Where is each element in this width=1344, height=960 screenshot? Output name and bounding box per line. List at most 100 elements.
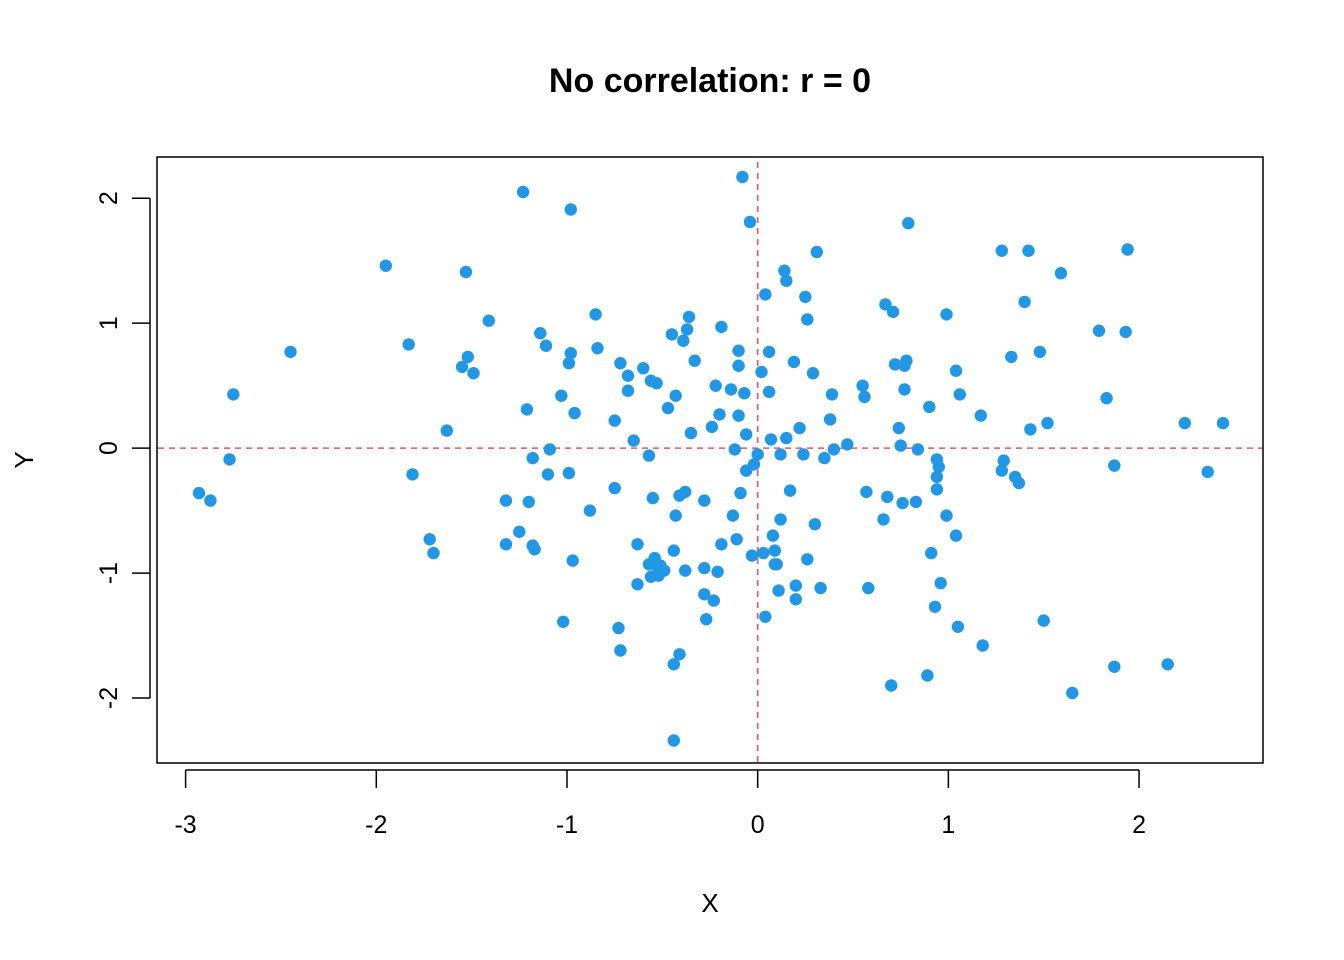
data-point xyxy=(589,308,602,321)
data-point xyxy=(467,367,480,380)
data-point xyxy=(680,323,694,336)
data-point xyxy=(949,364,963,377)
data-point xyxy=(1066,686,1079,700)
data-point xyxy=(757,546,770,560)
y-axis: -2 -1 0 1 2 xyxy=(95,191,151,709)
data-point xyxy=(583,504,597,517)
data-point xyxy=(682,310,696,324)
data-point xyxy=(539,339,553,352)
data-point xyxy=(555,389,568,402)
data-point xyxy=(1022,244,1035,257)
data-point xyxy=(1054,267,1068,280)
data-point xyxy=(627,434,640,447)
data-point xyxy=(1201,465,1214,479)
data-point xyxy=(1216,416,1230,430)
data-point xyxy=(997,454,1010,467)
data-point xyxy=(423,533,436,546)
x-tick-label: -2 xyxy=(365,811,387,839)
data-point xyxy=(1005,350,1018,364)
y-tick-label: -1 xyxy=(95,562,123,584)
data-point xyxy=(204,494,217,507)
data-point xyxy=(825,388,839,401)
data-point xyxy=(745,549,759,562)
data-point xyxy=(770,558,783,571)
data-point xyxy=(631,578,644,591)
data-points xyxy=(192,170,1230,747)
data-point xyxy=(612,621,625,635)
x-tick-label: 2 xyxy=(1132,811,1146,839)
data-point xyxy=(1018,295,1031,309)
data-point xyxy=(522,495,535,509)
data-point xyxy=(557,615,570,628)
data-point xyxy=(698,561,711,575)
data-point xyxy=(976,639,989,652)
data-point xyxy=(951,620,965,633)
data-point xyxy=(810,245,823,259)
data-point xyxy=(888,358,902,371)
data-point xyxy=(526,451,539,465)
data-point xyxy=(787,355,801,369)
data-point xyxy=(667,544,680,557)
data-point xyxy=(930,470,944,484)
x-tick-label: 0 xyxy=(751,811,765,839)
data-point xyxy=(911,443,925,456)
data-point xyxy=(713,408,726,421)
x-tick-label: -3 xyxy=(174,811,196,839)
data-point xyxy=(747,458,761,471)
y-tick-label: 1 xyxy=(95,316,123,330)
data-point xyxy=(568,406,581,420)
data-point xyxy=(1100,392,1113,405)
data-point xyxy=(669,509,682,522)
data-point xyxy=(1037,614,1050,627)
data-point xyxy=(1012,476,1026,490)
data-point xyxy=(894,439,907,452)
data-point xyxy=(762,345,776,359)
data-point xyxy=(227,388,240,401)
data-point xyxy=(841,438,854,451)
data-point xyxy=(698,494,711,507)
data-point xyxy=(930,483,944,496)
data-point xyxy=(459,265,473,279)
data-point xyxy=(608,414,621,427)
data-point xyxy=(667,734,680,747)
data-point xyxy=(621,384,635,397)
data-point xyxy=(1108,459,1121,472)
data-point xyxy=(755,365,768,379)
data-point xyxy=(621,369,635,382)
data-point xyxy=(562,357,576,370)
data-point xyxy=(499,538,513,551)
data-point xyxy=(679,485,692,499)
data-point xyxy=(762,385,776,399)
data-point xyxy=(732,359,745,372)
data-point xyxy=(940,509,953,522)
data-point xyxy=(921,669,934,682)
chart-title: No correlation: r = 0 xyxy=(549,62,871,100)
data-point xyxy=(778,264,791,277)
data-point xyxy=(1178,416,1192,430)
data-point xyxy=(764,433,778,446)
data-point xyxy=(730,533,743,546)
data-point xyxy=(543,443,556,456)
data-point xyxy=(789,593,802,606)
data-point xyxy=(614,644,627,657)
data-point xyxy=(995,244,1008,257)
data-point xyxy=(608,481,621,495)
data-point xyxy=(223,453,236,466)
data-point xyxy=(898,383,911,396)
data-point xyxy=(881,490,894,504)
data-point xyxy=(879,298,892,311)
data-point xyxy=(860,485,873,499)
data-point xyxy=(402,338,415,351)
data-point xyxy=(541,468,555,481)
data-point xyxy=(1041,416,1054,430)
data-point xyxy=(705,420,719,434)
data-point xyxy=(818,451,831,465)
data-point xyxy=(1024,423,1037,436)
data-point xyxy=(940,308,953,321)
data-point xyxy=(925,546,938,560)
data-point xyxy=(751,448,764,461)
y-axis-label: Y xyxy=(9,451,39,468)
data-point xyxy=(455,360,469,374)
data-point xyxy=(814,581,827,595)
